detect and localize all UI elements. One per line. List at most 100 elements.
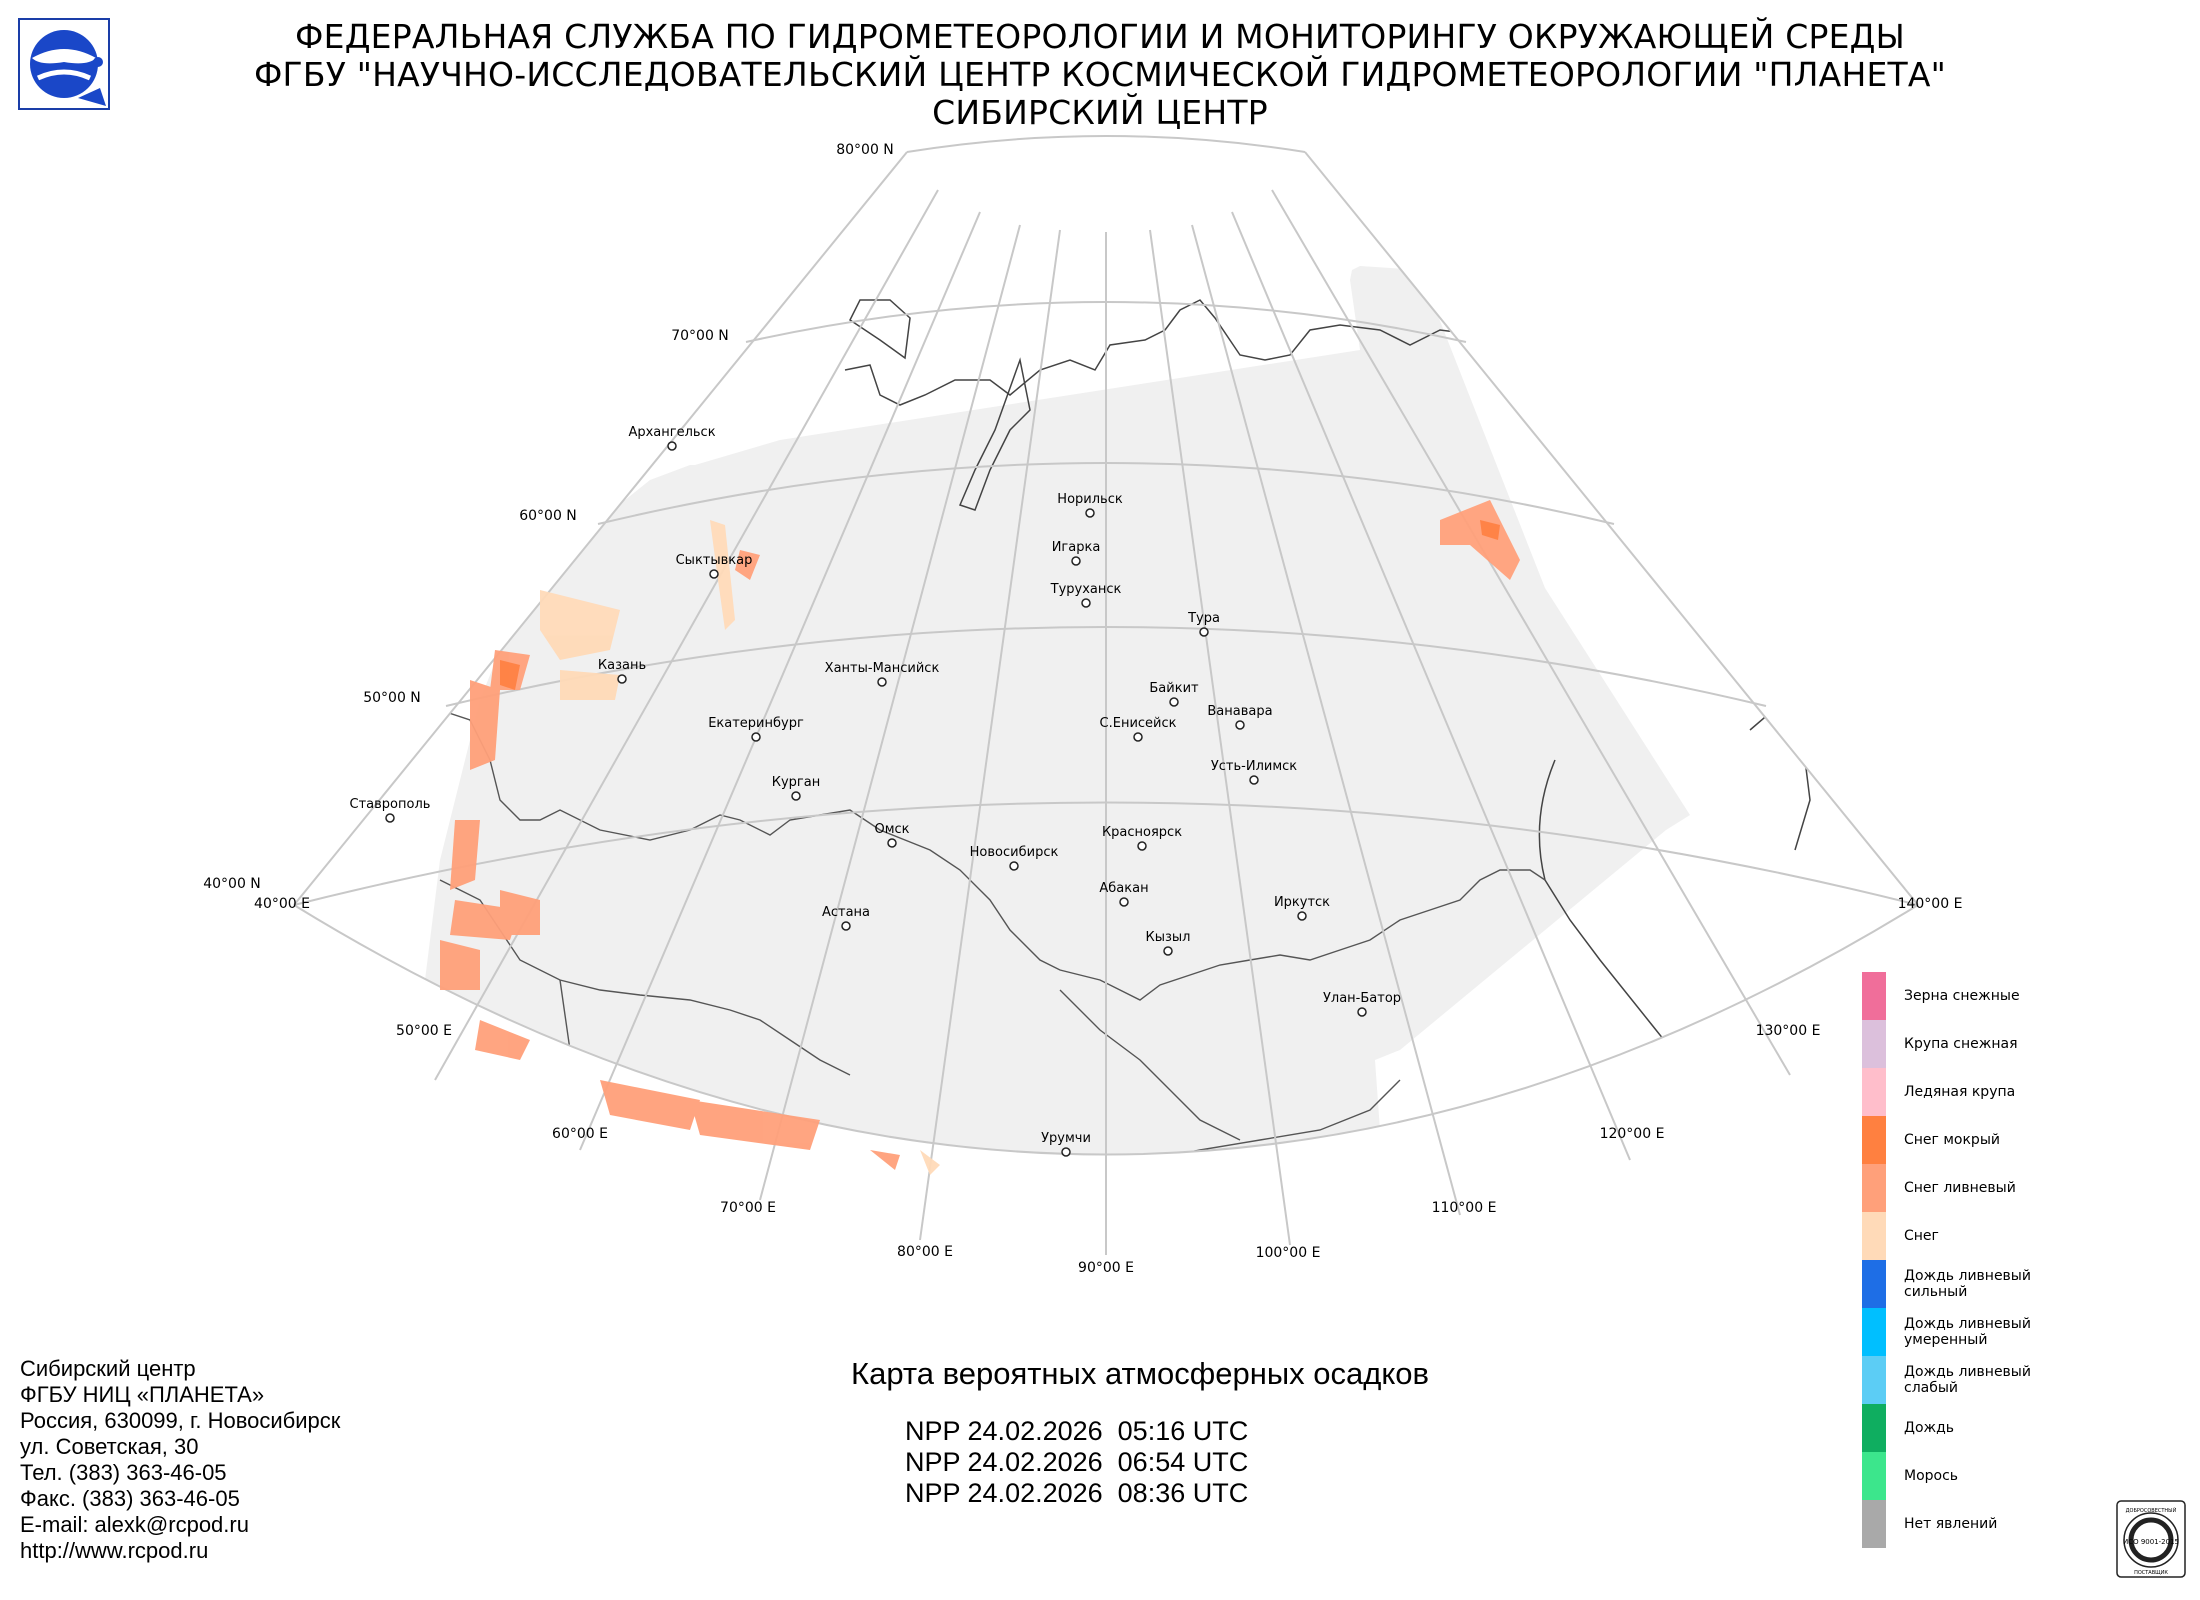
satellite-passes: NPP 24.02.2026 05:16 UTC NPP 24.02.2026 … [905,1416,1248,1509]
city-label-tura: Тура [1187,611,1220,626]
legend-swatch [1862,1164,1886,1212]
contact-line: ФГБУ НИЦ «ПЛАНЕТА» [20,1382,265,1407]
legend-label: Нет явлений [1904,1516,1998,1532]
lat-label: 60°00 N [519,508,577,524]
legend-label: Дождь [1904,1420,1955,1436]
city-label-urumqi: Урумчи [1041,1131,1091,1146]
city-label-ulan-bator: Улан-Батор [1323,991,1401,1006]
contact-line: Факс. (383) 363-46-05 [20,1486,240,1511]
legend-swatch [1862,1356,1886,1404]
legend-item: Дождь ливневый сильный [1862,1260,2200,1308]
city-label-stavropol: Ставрополь [350,797,431,812]
iso-certification-badge: ИСО 9001-2015 ДОБРОСОВЕСТНЫЙ ПОСТАВЩИК [2116,1500,2186,1578]
legend-item: Снег мокрый [1862,1116,2200,1164]
iso-badge-top: ДОБРОСОВЕСТНЫЙ [2126,1507,2177,1514]
legend-label: Дождь ливневый сильный [1904,1268,2031,1300]
graticule [293,135,1919,1255]
legend-swatch [1862,1308,1886,1356]
contact-website[interactable]: http://www.rcpod.ru [20,1538,209,1563]
city-label-krasnoyarsk: Красноярск [1102,825,1182,840]
header-center: СИБИРСКИЙ ЦЕНТР [932,93,1268,132]
pass-line: NPP 24.02.2026 05:16 UTC [905,1416,1249,1446]
legend-swatch [1862,1020,1886,1068]
city-label-irkutsk: Иркутск [1274,895,1330,910]
pass-line: NPP 24.02.2026 08:36 UTC [905,1478,1249,1508]
legend-item: Дождь ливневый слабый [1862,1356,2200,1404]
contact-line: ул. Советская, 30 [20,1434,199,1459]
city-label-igarka: Игарка [1052,540,1101,555]
header-agency: ФЕДЕРАЛЬНАЯ СЛУЖБА ПО ГИДРОМЕТЕОРОЛОГИИ … [295,17,1905,56]
city-label-omsk: Омск [874,822,909,837]
legend-label: Морось [1904,1468,1959,1484]
legend-label: Снег мокрый [1904,1132,2000,1148]
lon-label: 50°00 E [396,1023,452,1039]
contact-line: Сибирский центр [20,1356,196,1381]
city-label-novosibirsk: Новосибирск [970,845,1059,860]
legend-item: Снег ливневый [1862,1164,2200,1212]
legend-item: Дождь ливневый умеренный [1862,1308,2200,1356]
legend-item: Ледяная крупа [1862,1068,2200,1116]
lat-label: 80°00 N [836,142,894,158]
lat-label: 40°00 N [203,876,261,892]
legend-label: Дождь ливневый умеренный [1904,1316,2031,1348]
header-institute: ФГБУ "НАУЧНО-ИССЛЕДОВАТЕЛЬСКИЙ ЦЕНТР КОС… [253,55,1947,94]
lon-label: 100°00 E [1256,1245,1321,1261]
legend-label: Снег [1904,1228,1939,1244]
legend-item: Дождь [1862,1404,2200,1452]
city-label-s-eniseysk: С.Енисейск [1100,716,1177,731]
legend-item: Крупа снежная [1862,1020,2200,1068]
contact-line: Россия, 630099, г. Новосибирск [20,1408,341,1433]
legend-swatch [1862,1500,1886,1548]
header: ФЕДЕРАЛЬНАЯ СЛУЖБА ПО ГИДРОМЕТЕОРОЛОГИИ … [0,18,2200,132]
legend-label: Дождь ливневый слабый [1904,1364,2031,1396]
lon-label: 110°00 E [1432,1200,1497,1216]
legend-swatch [1862,1212,1886,1260]
city-label-syktyvkar: Сыктывкар [676,553,753,568]
legend-item: Нет явлений [1862,1500,2200,1548]
city-label-kyzyl: Кызыл [1146,930,1191,945]
precip-wet-snow [500,520,1500,690]
city-label-kazan: Казань [598,658,646,673]
contact-email[interactable]: E-mail: alexk@rcpod.ru [20,1512,249,1537]
city-label-yekaterinburg: Екатеринбург [708,716,804,731]
city-label-ust-ilimsk: Усть-Илимск [1211,759,1297,774]
legend-swatch [1862,1116,1886,1164]
city-label-kurgan: Курган [772,775,820,790]
legend-swatch [1862,1260,1886,1308]
city-markers [385,441,1367,1157]
iso-badge-label: ИСО 9001-2015 [2123,1538,2179,1546]
legend-label: Снег ливневый [1904,1180,2016,1196]
city-label-abakan: Абакан [1099,881,1148,896]
lat-label: 70°00 N [671,328,729,344]
lon-label: 60°00 E [552,1126,608,1142]
legend-swatch [1862,972,1886,1020]
city-label-turukhansk: Туруханск [1050,582,1122,597]
legend-label: Крупа снежная [1904,1036,2018,1052]
contact-line: Тел. (383) 363-46-05 [20,1460,227,1485]
lon-label: 90°00 E [1078,1260,1134,1276]
map-title: Карта вероятных атмосферных осадков [851,1356,1429,1391]
city-labels: Архангельск Норильск Игарка Туруханск Ту… [350,425,1401,1146]
legend-label: Зерна снежные [1904,988,2020,1004]
legend-item: Зерна снежные [1862,972,2200,1020]
lon-label: 120°00 E [1600,1126,1665,1142]
city-label-vanavara: Ванавара [1207,704,1272,719]
city-label-norilsk: Норильск [1057,492,1123,507]
lon-label: 40°00 E [254,896,310,912]
lon-label: 130°00 E [1756,1023,1821,1039]
precip-shower-snow [440,500,1520,1170]
planeta-logo [18,18,110,110]
lon-label: 140°00 E [1898,896,1963,912]
legend-swatch [1862,1068,1886,1116]
city-label-arkhangelsk: Архангельск [628,425,715,440]
legend-label: Ледяная крупа [1904,1084,2016,1100]
precip-snow [540,520,940,1175]
iso-badge-bottom: ПОСТАВЩИК [2134,1570,2168,1576]
lon-label: 80°00 E [897,1244,953,1260]
legend-item: Морось [1862,1452,2200,1500]
legend-swatch [1862,1404,1886,1452]
city-label-baykit: Байкит [1149,681,1199,696]
city-label-khanty-mansiysk: Ханты-Мансийск [825,661,940,676]
city-label-astana: Астана [822,905,870,920]
